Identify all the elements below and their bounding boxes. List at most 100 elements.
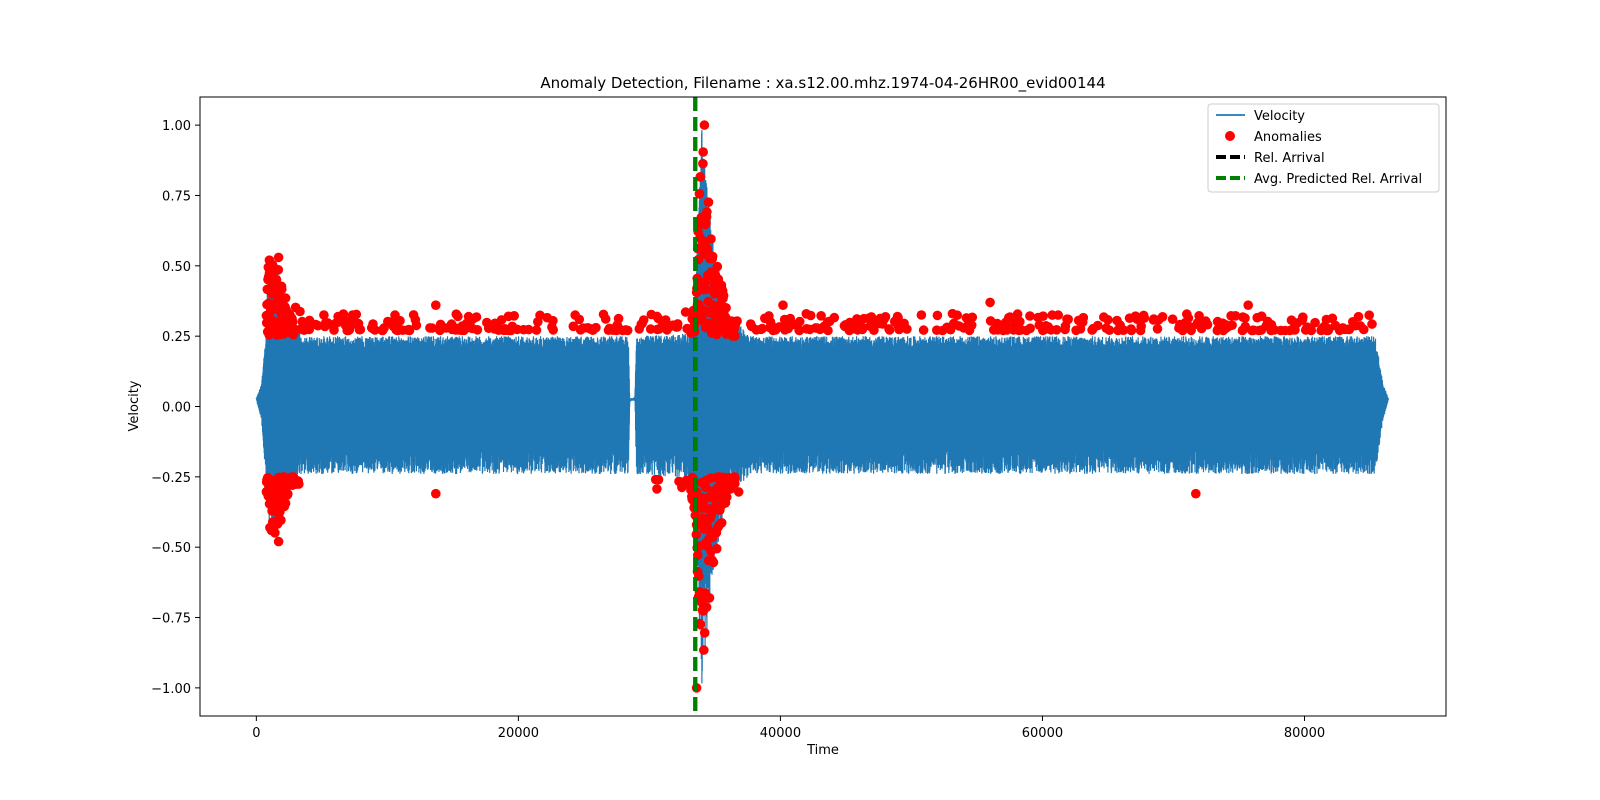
anomaly-point	[1103, 315, 1113, 325]
y-tick-label: −1.00	[151, 682, 191, 697]
y-tick-label: 0.50	[162, 260, 191, 275]
anomaly-point	[653, 474, 664, 485]
y-tick-label: −0.75	[151, 612, 191, 627]
anomaly-point	[1015, 316, 1025, 327]
anomaly-point	[273, 252, 284, 263]
anomaly-point	[1243, 300, 1253, 311]
legend-anomalies-label: Anomalies	[1254, 130, 1322, 145]
anomaly-point	[869, 325, 879, 336]
anomaly-point	[277, 284, 287, 295]
anomaly-point	[1136, 321, 1146, 332]
anomaly-point	[264, 255, 275, 265]
anomaly-point	[1298, 312, 1308, 323]
legend: Velocity Anomalies Rel. Arrival Avg. Pre…	[1207, 103, 1440, 193]
anomaly-point	[733, 487, 744, 497]
anomaly-point	[721, 303, 731, 313]
anomaly-point	[273, 265, 284, 275]
anomaly-point	[1038, 311, 1048, 322]
anomaly-point	[1104, 325, 1115, 336]
anomaly-point	[1240, 313, 1250, 323]
anomaly-point	[699, 645, 709, 655]
legend-rel-arrival-label: Rel. Arrival	[1254, 151, 1325, 166]
anomaly-point	[1093, 320, 1103, 331]
anomaly-point	[1359, 324, 1369, 335]
anomaly-point	[471, 312, 482, 322]
anomaly-point	[716, 518, 727, 528]
y-tick-label: −0.50	[151, 541, 191, 556]
anomaly-point	[722, 492, 732, 502]
anomaly-point	[707, 251, 718, 262]
anomaly-point	[273, 536, 284, 547]
anomaly-point	[509, 311, 519, 321]
anomaly-point	[1063, 314, 1073, 325]
anomaly-point	[816, 311, 826, 321]
anomaly-point	[701, 284, 712, 295]
anomaly-point	[695, 619, 706, 630]
anomaly-point	[702, 207, 712, 217]
anomaly-point	[638, 315, 649, 325]
anomaly-point	[708, 557, 719, 568]
anomaly-point	[694, 189, 705, 199]
anomaly-point	[918, 325, 929, 335]
anomaly-point	[1364, 310, 1374, 321]
y-axis: −1.00 −0.75 −0.50 −0.25 0.00 0.25 0.50 0.75 1.00	[151, 119, 200, 697]
anomaly-point	[395, 315, 405, 326]
anomaly-point	[718, 290, 729, 301]
anomaly-point	[472, 325, 483, 335]
anomaly-point	[1202, 319, 1213, 330]
anomaly-point	[431, 488, 441, 499]
anomaly-point	[691, 529, 702, 540]
anomaly-point	[295, 306, 305, 317]
anomaly-point	[1306, 325, 1317, 336]
anomaly-point	[271, 275, 282, 285]
anomaly-point	[574, 314, 585, 325]
anomaly-point	[778, 300, 788, 311]
anomaly-point	[757, 323, 768, 334]
y-axis-label: Velocity	[127, 380, 142, 431]
legend-predicted-arrival-label: Avg. Predicted Rel. Arrival	[1254, 172, 1422, 187]
anomaly-point	[794, 316, 805, 327]
anomaly-point	[600, 314, 611, 324]
anomaly-point	[1367, 319, 1377, 329]
x-axis-label: Time	[806, 743, 839, 758]
anomaly-point	[1157, 312, 1168, 322]
y-tick-label: 0.00	[162, 401, 191, 416]
x-tick-label: 60000	[1022, 726, 1063, 741]
velocity-line	[255, 130, 1389, 684]
y-tick-label: 0.25	[162, 330, 191, 345]
x-tick-label: 20000	[498, 726, 539, 741]
anomaly-point	[805, 310, 816, 321]
anomaly-point	[932, 310, 943, 321]
anomaly-point	[283, 489, 293, 499]
anomaly-point	[427, 323, 437, 333]
anomaly-point	[823, 325, 833, 336]
anomaly-point	[672, 319, 683, 329]
anomaly-point	[276, 515, 286, 525]
y-tick-label: 1.00	[162, 119, 191, 134]
anomaly-point	[1012, 309, 1023, 319]
anomaly-point	[1353, 311, 1364, 322]
anomaly-point	[355, 324, 366, 335]
anomaly-point	[730, 331, 740, 341]
anomaly-point	[695, 172, 706, 182]
anomaly-point	[411, 320, 422, 331]
y-tick-label: −0.25	[151, 471, 191, 486]
anomaly-point	[966, 320, 977, 331]
anomaly-point	[916, 310, 927, 320]
anomaly-point	[712, 261, 723, 272]
anomaly-point	[952, 310, 962, 321]
anomaly-point	[884, 325, 895, 335]
anomaly-point	[893, 313, 903, 323]
anomaly-point	[711, 543, 722, 554]
anomaly-point	[319, 310, 329, 320]
anomaly-point	[370, 325, 380, 335]
anomaly-point	[548, 325, 558, 335]
anomaly-point	[652, 484, 662, 494]
anomaly-point	[1126, 325, 1137, 336]
x-axis: 0 20000 40000 60000 80000	[252, 716, 1325, 741]
anomaly-point	[967, 312, 978, 323]
anomaly-point	[270, 528, 280, 538]
anomaly-point	[794, 325, 805, 336]
anomaly-point	[1227, 320, 1237, 331]
